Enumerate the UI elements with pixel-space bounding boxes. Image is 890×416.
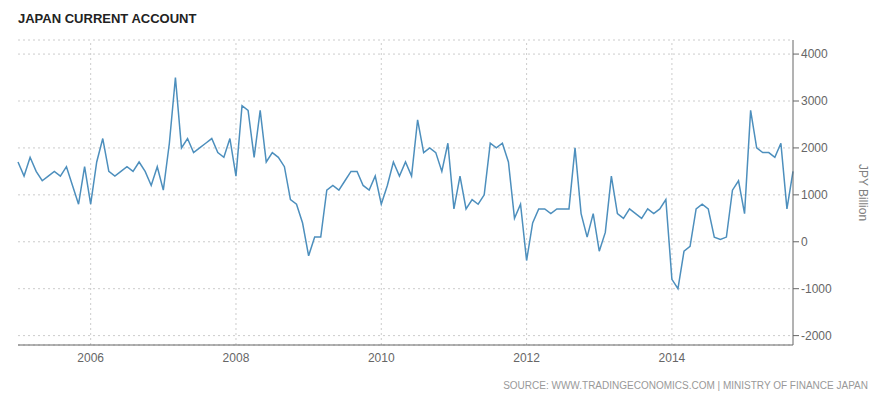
svg-text:2008: 2008 <box>223 351 250 365</box>
svg-text:2012: 2012 <box>513 351 540 365</box>
svg-text:2000: 2000 <box>801 141 828 155</box>
svg-text:4000: 4000 <box>801 47 828 61</box>
html-text:JAPAN CURRENT ACCOUNT: JAPAN CURRENT ACCOUNT <box>18 11 197 26</box>
svg-text:-1000: -1000 <box>801 282 832 296</box>
svg-text:2010: 2010 <box>368 351 395 365</box>
html-text:SOURCE: WWW.TRADINGECONOMICS.C: SOURCE: WWW.TRADINGECONOMICS.COM | MINIS… <box>503 380 868 391</box>
svg-text:0: 0 <box>801 235 808 249</box>
svg-text:2006: 2006 <box>77 351 104 365</box>
svg-text:-2000: -2000 <box>801 329 832 343</box>
svg-text:3000: 3000 <box>801 94 828 108</box>
svg-text:1000: 1000 <box>801 188 828 202</box>
svg-text:2014: 2014 <box>659 351 686 365</box>
svg-text:JPY Billion: JPY Billion <box>856 164 870 221</box>
